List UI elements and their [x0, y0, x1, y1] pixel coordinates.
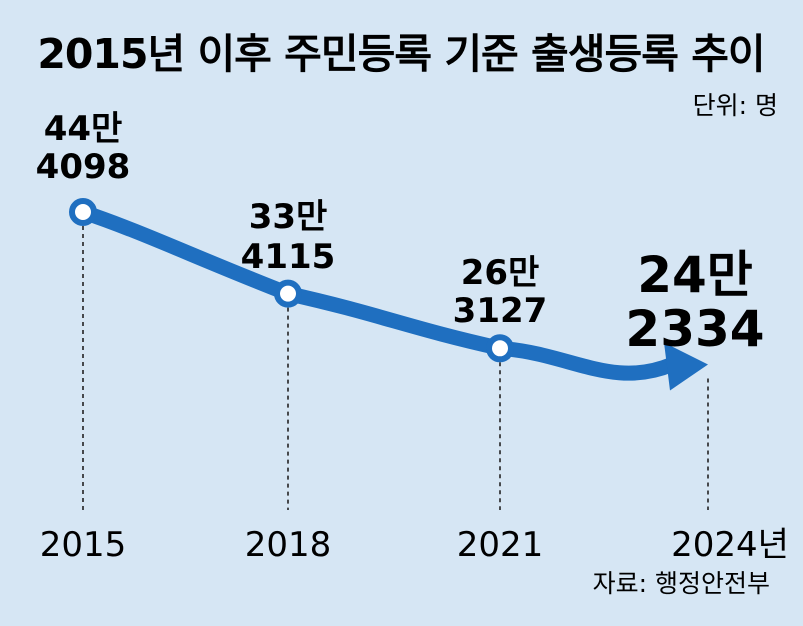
x-tick-labels: 2015 2018 2021 2024년	[40, 525, 789, 565]
series-line	[75, 204, 708, 391]
value-label-top-2: 26만	[461, 253, 540, 293]
value-label-bottom-3: 2334	[625, 300, 764, 358]
chart-title: 2015년 이후 주민등록 기준 출생등록 추이	[37, 30, 764, 78]
data-point-2021	[486, 334, 514, 363]
value-label-top-1: 33만	[249, 197, 328, 237]
series-line-path	[75, 204, 680, 381]
data-point-2015	[69, 198, 97, 226]
x-tick-label-0: 2015	[40, 525, 127, 565]
x-tick-label-1: 2018	[245, 525, 332, 565]
series-arrow-head	[664, 342, 708, 391]
data-point-2018	[274, 279, 302, 308]
x-tick-label-2: 2021	[457, 525, 544, 565]
value-label-bottom-2: 3127	[453, 291, 548, 331]
unit-label: 단위: 명	[693, 91, 778, 120]
value-label-top-3: 24만	[637, 246, 753, 304]
source-label: 자료: 행정안전부	[593, 569, 770, 598]
x-tick-label-3: 2024년	[671, 525, 789, 565]
guide-lines	[82, 226, 709, 510]
data-points	[69, 198, 514, 363]
value-label-bottom-1: 4115	[241, 237, 336, 277]
value-label-top-0: 44만	[44, 109, 123, 149]
value-label-bottom-0: 4098	[36, 147, 131, 187]
